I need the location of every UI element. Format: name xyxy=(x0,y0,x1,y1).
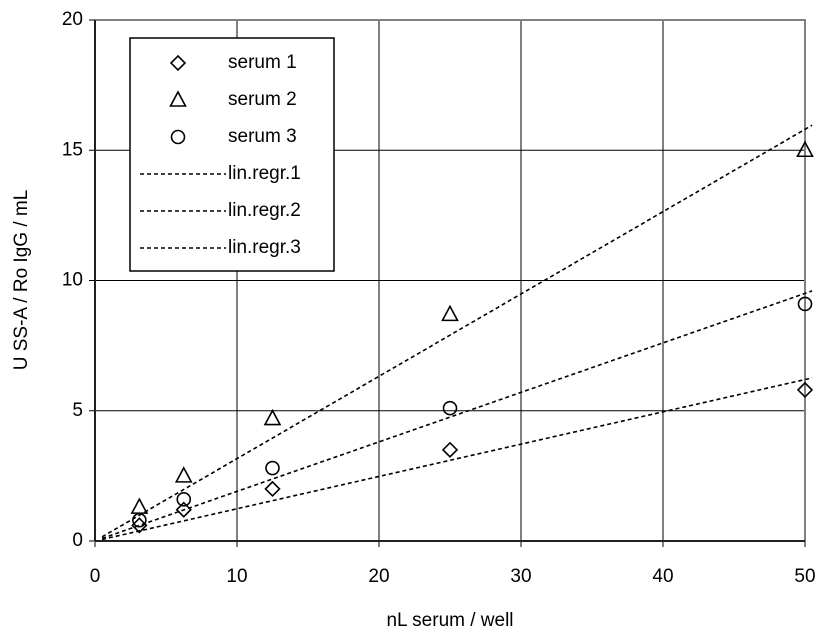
marker xyxy=(796,140,814,158)
marker xyxy=(174,466,193,483)
legend-label: serum 3 xyxy=(228,126,297,147)
y-tick-label: 20 xyxy=(62,9,83,30)
legend-label: lin.regr.2 xyxy=(228,200,301,221)
marker xyxy=(175,501,192,518)
y-tick-label: 15 xyxy=(62,139,83,160)
marker xyxy=(441,441,459,458)
regression-line xyxy=(101,377,813,541)
marker xyxy=(130,497,149,514)
marker xyxy=(265,460,280,476)
regression-line xyxy=(101,124,813,538)
marker xyxy=(796,381,814,399)
x-tick-label: 40 xyxy=(652,566,673,587)
marker xyxy=(441,304,459,322)
marker xyxy=(264,480,281,498)
x-tick-label: 0 xyxy=(90,566,101,587)
legend-label: lin.regr.1 xyxy=(228,163,301,184)
x-tick-label: 20 xyxy=(368,566,389,587)
legend-label: serum 1 xyxy=(228,52,297,73)
y-tick-label: 0 xyxy=(72,530,83,551)
legend-box xyxy=(129,37,335,272)
legend-label: lin.regr.3 xyxy=(228,237,301,258)
marker xyxy=(442,400,458,416)
regression-line xyxy=(101,290,813,540)
x-axis-title: nL serum / well xyxy=(386,610,513,631)
x-tick-label: 30 xyxy=(510,566,531,587)
y-tick-label: 10 xyxy=(62,270,83,291)
marker xyxy=(263,408,282,426)
marker xyxy=(170,129,186,145)
y-axis-title: U SS-A / Ro IgG / mL xyxy=(11,190,32,371)
marker xyxy=(132,512,147,528)
x-tick-label: 10 xyxy=(226,566,247,587)
marker xyxy=(169,54,187,72)
legend-label: serum 2 xyxy=(228,89,297,110)
marker xyxy=(169,90,187,107)
marker xyxy=(797,296,813,312)
marker xyxy=(176,492,192,507)
y-tick-label: 5 xyxy=(72,400,83,421)
x-tick-label: 50 xyxy=(794,566,815,587)
